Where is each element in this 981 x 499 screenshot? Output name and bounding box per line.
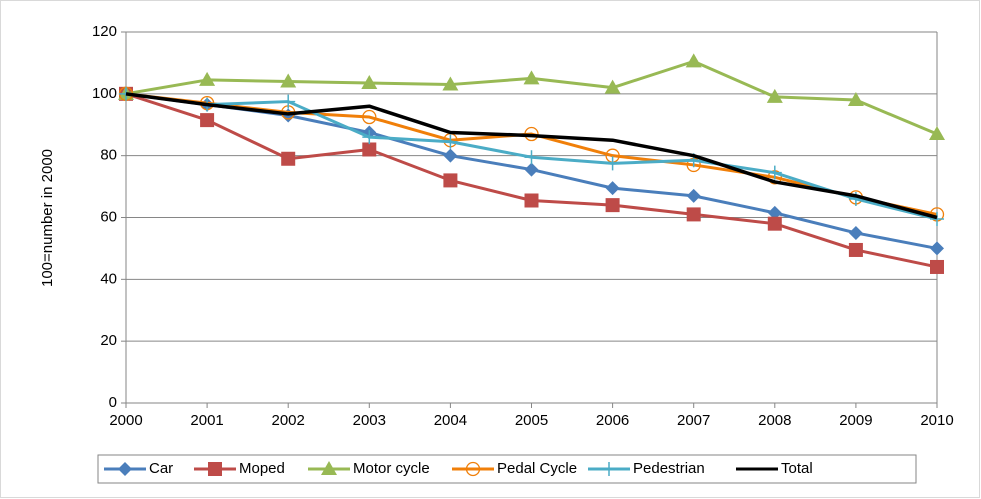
point [605,198,620,213]
point [362,142,377,157]
point [199,71,216,86]
legend-marker [465,461,481,477]
legend-marker [321,461,337,475]
legend-label: Moped [239,460,285,477]
series [118,53,945,141]
point [362,109,377,125]
point [442,76,459,91]
point [280,73,297,88]
point [686,207,701,222]
point [685,53,702,68]
y-tick-label: 40 [100,270,117,287]
x-tick-label: 2006 [596,412,629,429]
point [523,70,540,85]
point [929,126,945,141]
x-tick-label: 2008 [758,412,791,429]
point [362,130,377,145]
x-tick-label: 2010 [920,412,953,429]
point [605,181,620,196]
legend-label: Motor cycle [353,460,430,477]
y-tick-label: 120 [92,23,117,40]
legend-marker [208,462,222,476]
legend-label: Pedal Cycle [497,460,577,477]
point [930,259,944,274]
point [524,162,539,177]
point [361,75,378,90]
x-tick-label: 2004 [434,412,467,429]
point [605,156,620,171]
point [847,92,864,107]
series-line [125,92,938,220]
legend-marker [118,462,132,476]
y-tick-label: 80 [100,147,117,164]
x-tick-label: 2002 [272,412,305,429]
y-tick-label: 20 [100,332,117,349]
series [125,92,938,220]
point [604,79,621,94]
x-tick-label: 2001 [190,412,223,429]
point [767,165,782,180]
point [930,241,944,256]
point [281,151,296,166]
x-tick-label: 2009 [839,412,872,429]
y-tick-label: 60 [100,208,117,225]
point [767,205,782,220]
legend-label: Total [781,460,813,477]
point [766,88,783,103]
x-tick-label: 2003 [353,412,386,429]
point [443,134,458,149]
y-tick-label: 100 [92,85,117,102]
point [848,225,863,240]
point [767,216,782,231]
x-tick-label: 2007 [677,412,710,429]
point [686,188,701,203]
point [443,173,458,188]
point [200,113,215,128]
point [930,212,944,227]
y-tick-label: 0 [109,394,117,411]
x-tick-label: 2000 [109,412,142,429]
legend-label: Pedestrian [633,460,705,477]
legend-label: Car [149,460,173,477]
y-axis-title: 100=number in 2000 [39,149,56,287]
x-tick-label: 2005 [515,412,548,429]
legend-marker [602,462,616,476]
point [443,148,458,163]
point [281,94,296,109]
point [524,150,539,165]
point [524,193,539,208]
point [848,242,863,257]
